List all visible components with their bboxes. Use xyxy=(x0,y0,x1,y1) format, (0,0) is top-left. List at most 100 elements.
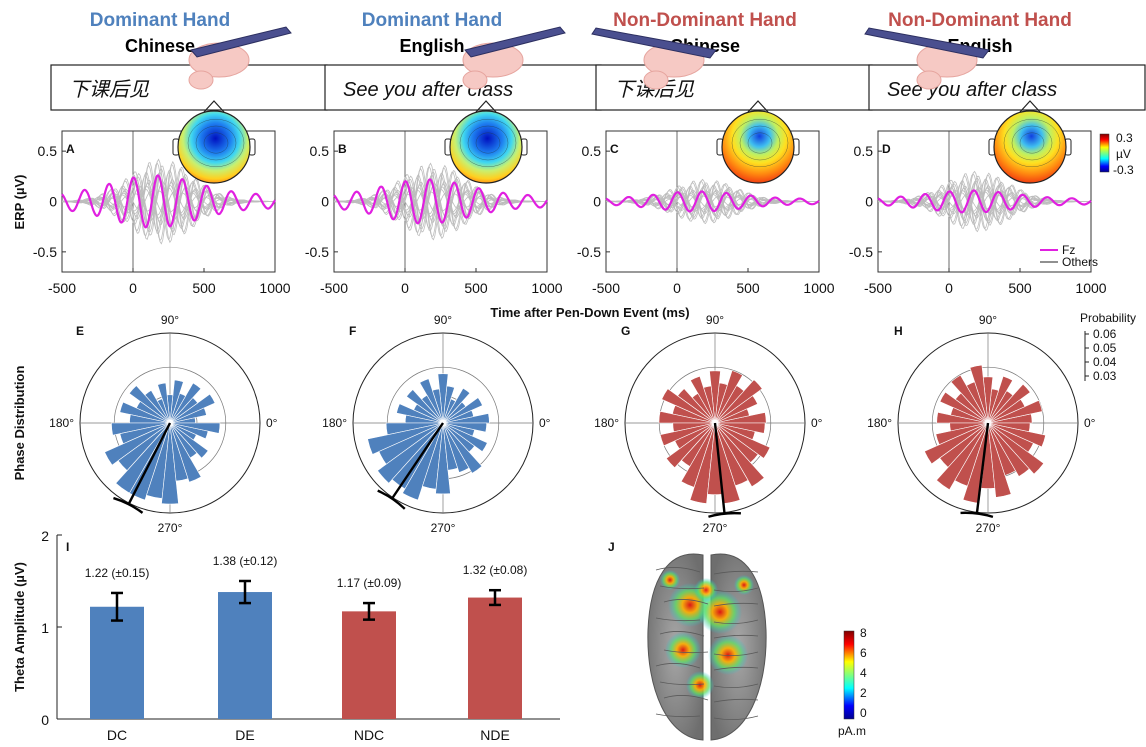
phase-bin xyxy=(714,422,765,488)
sulcus xyxy=(713,587,759,592)
sulcus xyxy=(713,634,759,639)
activation-blob xyxy=(665,632,701,668)
topo-map xyxy=(721,110,795,184)
phase-bin xyxy=(442,422,488,433)
source-colorbar-tick: 0 xyxy=(860,706,867,720)
phase-bin xyxy=(402,422,444,501)
fz-trace xyxy=(61,174,276,229)
phase-bin xyxy=(689,375,716,424)
bar-category-label: NDC xyxy=(354,727,384,743)
y-tick-label: 0.5 xyxy=(854,143,874,159)
phase-bin xyxy=(442,422,483,474)
hand-with-pen-icon xyxy=(462,26,566,90)
source-colorbar: 8 6 4 2 0 pA.m xyxy=(838,626,867,738)
other-channel-trace xyxy=(334,186,547,218)
sulcus xyxy=(713,602,759,607)
confidence-arc xyxy=(377,489,406,510)
sulcus xyxy=(663,649,709,654)
x-tick-label: -500 xyxy=(864,280,892,296)
angle-label-90: 90° xyxy=(434,313,452,327)
phase-bin xyxy=(658,410,716,424)
phase-bin xyxy=(665,422,716,469)
topo-contour xyxy=(747,132,773,154)
finger-shape xyxy=(188,70,214,90)
y-tick-label: -0.5 xyxy=(33,244,57,260)
topo-contour xyxy=(1019,132,1045,154)
scalp-topography xyxy=(716,100,800,184)
angle-label-0: 0° xyxy=(266,416,278,430)
phase-bin xyxy=(419,378,444,424)
phase-panel-F: F 90° 180° 0° 270° xyxy=(322,313,551,535)
topo-colorbar: 0.3 µV -0.3 xyxy=(1099,131,1134,177)
panel-letter: E xyxy=(76,324,84,338)
y-tick-label: -0.5 xyxy=(305,244,329,260)
hand-title: Non-Dominant Hand xyxy=(888,10,1072,31)
phase-bin xyxy=(169,422,209,459)
probability-scale: Probability 0.060.050.040.03 xyxy=(1080,311,1136,383)
scalp-topography xyxy=(444,100,528,184)
column-header-2: Dominant Hand English See you after class xyxy=(324,10,602,111)
panel-letter: F xyxy=(349,324,356,338)
pen-shape xyxy=(190,26,292,58)
bar xyxy=(218,592,272,719)
other-channel-trace xyxy=(877,186,1091,216)
phase-bin xyxy=(987,422,1045,475)
confidence-arc xyxy=(960,511,994,519)
phase-bin xyxy=(939,391,989,424)
erp-panel-C: C 0.5 0 -0.5 -500 0 500 1000 xyxy=(577,100,835,296)
topo-contour xyxy=(187,118,245,168)
handwriting-box xyxy=(324,64,602,111)
phase-bin xyxy=(987,400,1043,424)
pen-shape xyxy=(864,27,990,59)
bar-category-label: DE xyxy=(235,727,254,743)
scalp-topography xyxy=(988,100,1072,184)
bar xyxy=(468,597,522,719)
angle-label-180: 180° xyxy=(867,416,892,430)
bar-category-label: DC xyxy=(107,727,127,743)
phase-ylabel: Phase Distribution xyxy=(12,366,27,481)
x-tick-label: 0 xyxy=(401,280,409,296)
topo-contour xyxy=(203,132,229,154)
angle-label-90: 90° xyxy=(979,313,997,327)
topo-contour xyxy=(475,132,501,154)
phase-bin xyxy=(987,375,1014,424)
mean-phase-vector xyxy=(975,422,990,513)
phase-bin xyxy=(659,422,716,447)
column-headers: Dominant Hand Chinese 下课后见 Dominant Hand Eng… xyxy=(50,10,1146,111)
phase-bin xyxy=(936,411,989,424)
probability-tick-label: 0.03 xyxy=(1093,369,1117,383)
hand-with-pen-icon xyxy=(864,27,990,90)
hand-title: Non-Dominant Hand xyxy=(613,10,797,31)
sulcus xyxy=(655,617,701,622)
phase-panel-H: H 90° 180° 0° 270° xyxy=(867,313,1096,535)
angle-label-0: 0° xyxy=(811,416,823,430)
phase-bin xyxy=(169,382,202,424)
phase-bin xyxy=(987,422,1046,448)
bar-ylabel: Theta Amplitude (µV) xyxy=(12,562,27,692)
source-colorbar-gradient xyxy=(843,630,855,720)
activation-blob xyxy=(734,575,754,595)
sulcus xyxy=(713,666,759,671)
phase-bin xyxy=(714,370,744,424)
phase-bin xyxy=(714,422,771,459)
topo-colorbar-gradient xyxy=(1099,133,1110,173)
bar-y-tick-label: 2 xyxy=(41,528,49,544)
phase-bin xyxy=(437,373,449,424)
mean-phase-vector xyxy=(128,422,172,504)
erp-xlabel: Time after Pen-Down Event (ms) xyxy=(490,305,689,320)
bar-y-tick-label: 0 xyxy=(41,712,49,728)
bar-value-label: 1.17 (±0.09) xyxy=(337,576,402,590)
hand-title: Dominant Hand xyxy=(90,10,230,31)
phase-bin xyxy=(714,422,766,434)
phase-bin xyxy=(987,422,1031,433)
x-tick-label: 0 xyxy=(129,280,137,296)
phase-bin xyxy=(104,422,171,466)
source-colorbar-tick: 8 xyxy=(860,626,867,640)
panel-letter: A xyxy=(66,142,75,156)
topo-map xyxy=(177,110,251,184)
sulcus xyxy=(663,599,709,605)
topo-contour xyxy=(1003,118,1061,168)
handwriting-sample: 下课后见 xyxy=(614,79,695,101)
